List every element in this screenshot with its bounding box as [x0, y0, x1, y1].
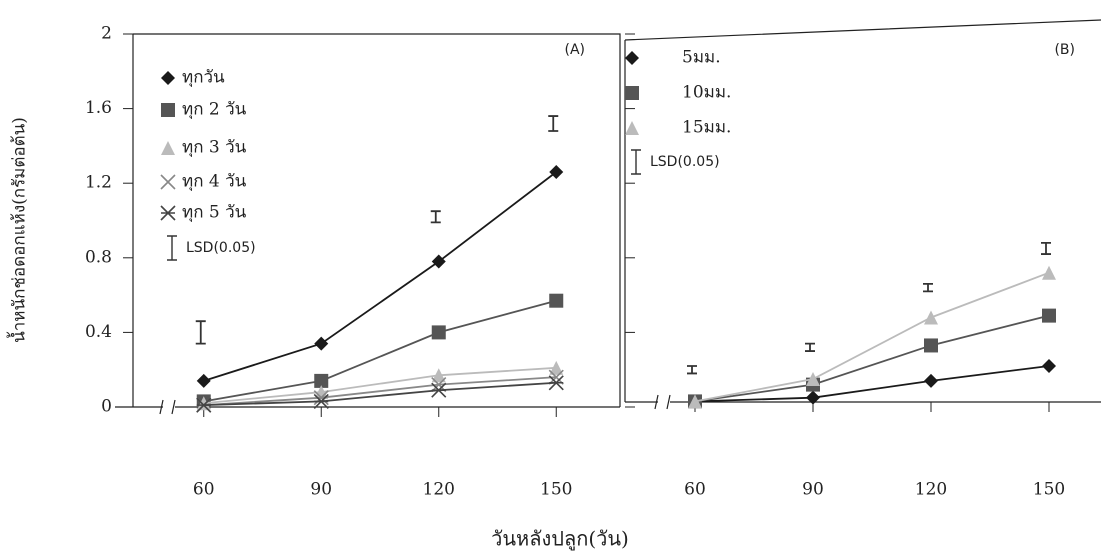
legend-label: 5มม. — [682, 48, 721, 68]
chart: น้ำหนักช่อดอกแห้ง(กรัมต่อต้น) วันหลังปลู… — [0, 0, 1101, 557]
legend-marker — [631, 150, 641, 174]
lsd-bar — [1041, 243, 1051, 254]
x-tick-label: 90 — [802, 480, 824, 500]
legend-label: 10มม. — [682, 83, 731, 103]
data-point — [432, 325, 446, 339]
data-point — [1042, 266, 1056, 280]
y-tick-label: 0.8 — [85, 247, 112, 267]
data-point — [1042, 309, 1056, 323]
legend-marker — [161, 103, 175, 117]
x-tick-label: 90 — [310, 480, 332, 500]
legend-label: ทุก 2 วัน — [182, 100, 247, 120]
legend-marker — [625, 86, 639, 100]
x-axis-title: วันหลังปลูก(วัน) — [491, 527, 629, 552]
y-axis-title: น้ำหนักช่อดอกแห้ง(กรัมต่อต้น) — [7, 117, 30, 343]
legend-marker — [625, 121, 639, 135]
lsd-bar — [548, 116, 558, 131]
legend-marker — [161, 71, 175, 85]
data-point — [924, 374, 938, 388]
series-line — [695, 273, 1049, 402]
x-tick-label: 150 — [540, 480, 572, 500]
series-line — [204, 377, 557, 405]
legend-label: ทุก 4 วัน — [182, 172, 247, 192]
x-tick-label: 150 — [1033, 480, 1065, 500]
y-tick-label: 0.4 — [85, 322, 112, 342]
y-tick-label: 0 — [101, 397, 112, 417]
legend-label: LSD(0.05) — [186, 240, 256, 256]
legend-label: ทุกวัน — [182, 68, 225, 88]
frame-b — [625, 20, 1101, 402]
x-tick-label: 60 — [193, 480, 215, 500]
y-tick-label: 1.6 — [85, 98, 112, 118]
legend-label: ทุก 5 วัน — [182, 203, 247, 223]
lsd-bar — [687, 366, 697, 373]
series-line — [695, 366, 1049, 401]
y-tick-label: 2 — [101, 24, 112, 44]
data-point — [197, 374, 211, 388]
data-point — [549, 165, 563, 179]
series-line — [204, 172, 557, 381]
data-point — [1042, 359, 1056, 373]
data-point — [432, 255, 446, 269]
x-tick-label: 60 — [684, 480, 706, 500]
data-point — [314, 337, 328, 351]
legend-marker — [161, 141, 175, 155]
lsd-bar — [805, 344, 815, 351]
x-tick-label: 120 — [915, 480, 947, 500]
legend-marker — [161, 206, 175, 220]
data-point — [549, 294, 563, 308]
legend-marker — [167, 236, 177, 260]
y-tick-label: 1.2 — [85, 173, 112, 193]
legend-marker — [625, 51, 639, 65]
lsd-bar — [196, 321, 206, 343]
panel-title: (B) — [1054, 42, 1075, 58]
legend-label: 15มม. — [682, 118, 731, 138]
lsd-bar — [923, 284, 933, 291]
panel-title: (A) — [564, 42, 585, 58]
legend-marker — [161, 175, 175, 189]
x-tick-label: 120 — [423, 480, 455, 500]
data-point — [924, 310, 938, 324]
x-axis-a — [115, 400, 620, 414]
legend-label: ทุก 3 วัน — [182, 138, 247, 158]
data-point — [924, 338, 938, 352]
lsd-bar — [431, 211, 441, 222]
legend-label: LSD(0.05) — [650, 154, 720, 170]
